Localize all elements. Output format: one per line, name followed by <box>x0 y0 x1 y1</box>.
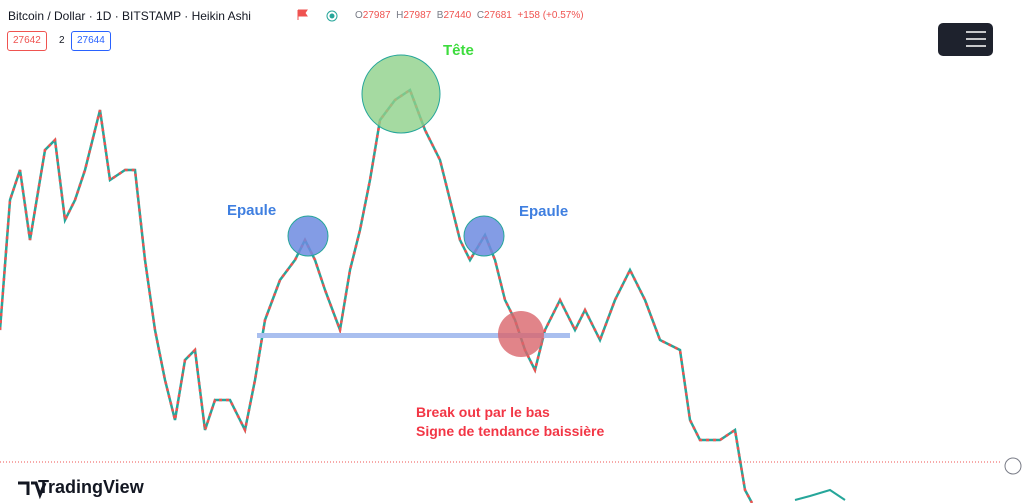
symbol-title: Bitcoin / Dollar · 1D · BITSTAMP · Heiki… <box>8 9 251 23</box>
price-trace-red <box>0 88 754 503</box>
shoulder-marker <box>463 215 505 257</box>
ohlc-key: B <box>436 10 444 21</box>
brand: TradingView <box>38 477 144 497</box>
ask-box[interactable]: 27644 <box>71 31 111 51</box>
ohlc: O27987 H27987 B27440 C27681 +158 (+0.57%… <box>355 10 584 21</box>
flag-icon[interactable] <box>297 9 308 20</box>
price-trace-tail <box>794 488 846 501</box>
breakout-label: Break out par le bas <box>416 404 550 420</box>
breakout-marker <box>498 311 544 357</box>
bid-box[interactable]: 27642 <box>7 31 47 51</box>
ohlc-key: C <box>476 10 485 21</box>
head-label: Tête <box>443 42 474 59</box>
ohlc-value: 27440 <box>443 10 472 21</box>
ohlc-value: 27681 <box>484 10 512 21</box>
price-trace <box>0 88 754 503</box>
tv-logo <box>18 481 47 500</box>
neckline <box>257 333 570 338</box>
change: +158 (+0.57%) <box>517 10 584 21</box>
head-marker <box>361 54 441 134</box>
breakout-label: Signe de tendance baissière <box>416 423 605 439</box>
menu-icon <box>966 31 986 47</box>
status-icon <box>326 10 338 22</box>
ohlc-key: H <box>396 10 404 21</box>
status-dot <box>329 13 335 19</box>
shoulder-label: Epaule <box>227 202 277 219</box>
ohlc-key: O <box>355 10 363 21</box>
spread: 2 <box>59 35 65 46</box>
ohlc-value: 27987 <box>403 10 432 21</box>
ohlc-value: 27987 <box>362 10 391 21</box>
shoulder-marker <box>287 215 329 257</box>
shoulder-label: Epaule <box>519 203 569 220</box>
settings-button[interactable] <box>1004 457 1022 475</box>
